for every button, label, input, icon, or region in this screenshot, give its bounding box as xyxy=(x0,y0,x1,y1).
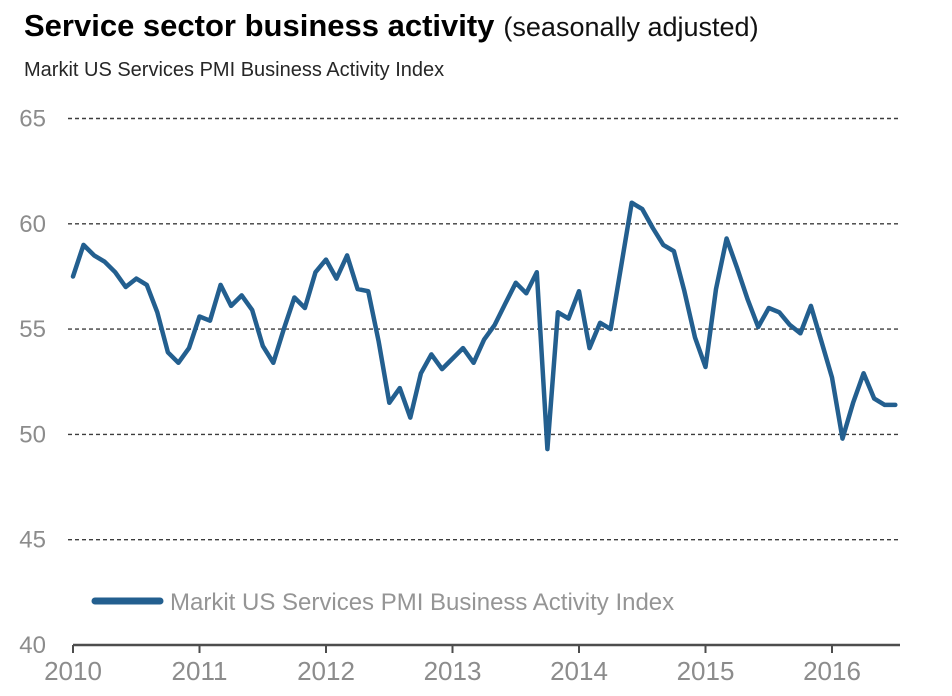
x-tick-label-2011: 2011 xyxy=(172,656,228,686)
page-title: Service sector business activity (seasona… xyxy=(24,6,944,47)
pmi-data-line xyxy=(70,200,898,452)
x-tick-label-2016: 2016 xyxy=(803,656,861,686)
x-tick-label-2015: 2015 xyxy=(677,656,735,686)
x-tick-label-2014: 2014 xyxy=(550,656,608,686)
x-tick-label-2012: 2012 xyxy=(297,656,355,686)
legend-label: Markit US Services PMI Business Activity… xyxy=(170,589,674,616)
chart-subtitle: Markit US Services PMI Business Activity… xyxy=(24,59,445,81)
y-tick-label-50: 50 xyxy=(19,421,46,448)
y-tick-label-55: 55 xyxy=(19,316,46,343)
x-tick-label-2013: 2013 xyxy=(424,656,482,686)
y-tick-label-65: 65 xyxy=(19,106,46,133)
y-tick-label-60: 60 xyxy=(19,211,46,238)
chart-header: Service sector business activity (seasona… xyxy=(24,6,944,82)
x-tick-label-2010: 2010 xyxy=(44,656,102,686)
title-main: Service sector business activity xyxy=(24,8,495,43)
y-tick-label-45: 45 xyxy=(19,527,46,554)
title-suffix: (seasonally adjusted) xyxy=(503,12,759,42)
y-tick-label-40: 40 xyxy=(19,632,46,659)
